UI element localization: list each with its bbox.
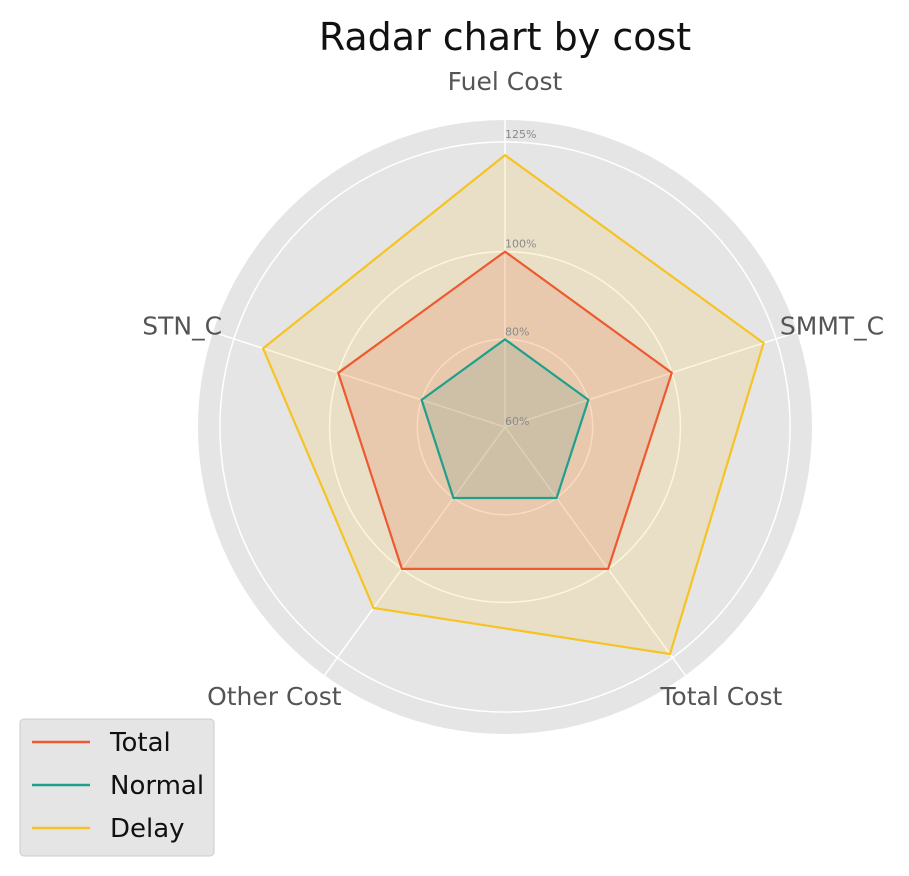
axis-label-other-cost: Other Cost: [207, 682, 342, 711]
axis-labels: 60% 80% 100% 125% Fuel Cost SMMT_C Total Cost O…: [142, 67, 884, 711]
legend-label-normal: Normal: [110, 771, 204, 801]
r-tick-label-125: 125%: [505, 128, 536, 141]
axis-label-smmt-c: SMMT_C: [780, 311, 884, 340]
chart-title: Radar chart by cost: [319, 15, 691, 59]
grid: [212, 120, 798, 713]
spoke-total-cost: [504, 426, 687, 676]
series-line-delay: [262, 154, 765, 656]
spoke-other-cost: [323, 426, 506, 676]
legend: Total Normal Delay: [19, 718, 215, 857]
spoke-stn-c: [212, 331, 506, 428]
series-fill-total: [338, 251, 672, 569]
legend-box: [19, 718, 215, 857]
series-line-total: [337, 250, 673, 571]
series-line-normal: [420, 338, 590, 500]
axis-label-fuel-cost: Fuel Cost: [448, 67, 563, 96]
series-layer: [262, 154, 765, 656]
legend-label-total: Total: [109, 728, 171, 758]
r-tick-label-100: 100%: [505, 238, 536, 251]
spoke-smmt-c: [504, 331, 798, 428]
axis-label-stn-c: STN_C: [142, 311, 222, 340]
r-tick-label-80: 80%: [505, 325, 529, 338]
series-fill-normal: [421, 339, 589, 498]
legend-label-delay: Delay: [110, 814, 185, 844]
axis-label-total-cost: Total Cost: [659, 682, 782, 711]
r-tick-label-60: 60%: [505, 415, 529, 428]
